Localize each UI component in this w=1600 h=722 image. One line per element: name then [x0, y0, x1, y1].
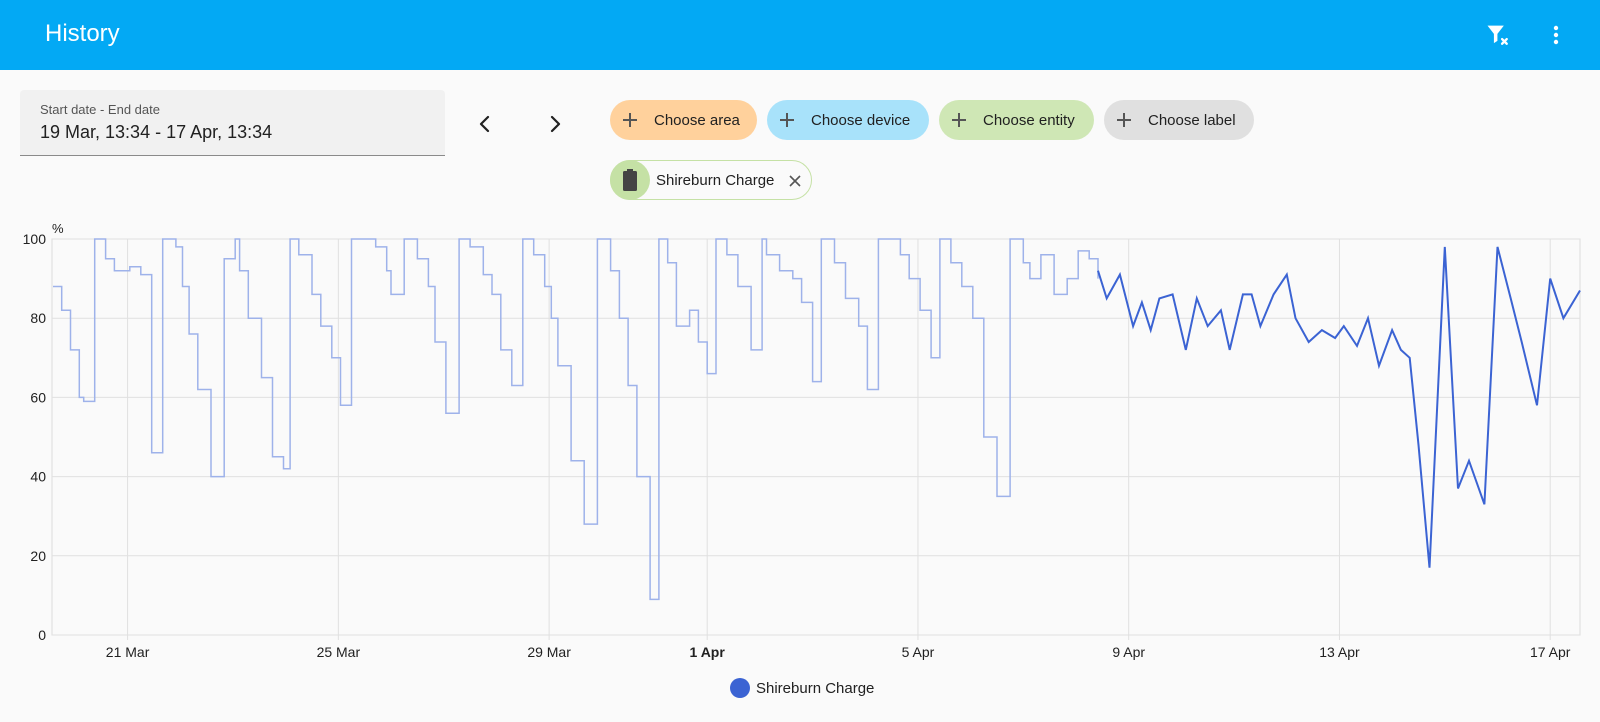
close-icon[interactable]	[787, 173, 803, 189]
date-range-value: 19 Mar, 13:34 - 17 Apr, 13:34	[40, 122, 273, 142]
x-tick-label: 25 Mar	[317, 644, 361, 660]
dots-vertical-icon[interactable]	[1538, 17, 1574, 53]
series-line-shireburn-charge	[53, 238, 1099, 601]
choose-area-label: Choose area	[654, 111, 740, 129]
chevron-left-icon	[479, 115, 490, 133]
plot-area-frame	[51, 238, 1581, 636]
series-line-shireburn-charge-longterm	[1097, 246, 1581, 568]
previous-period-button[interactable]	[465, 104, 505, 144]
y-tick-label: 80	[30, 310, 46, 326]
plus-icon	[620, 110, 640, 130]
history-chart-svg: 0 20 40 60 80 100% 21 Mar 25 Mar 29 Mar 1 Apr 5 Ap…	[23, 221, 1581, 660]
x-tick-label: 9 Apr	[1112, 644, 1145, 660]
choose-device-label: Choose device	[811, 111, 911, 129]
choose-entity-label: Choose entity	[983, 111, 1075, 129]
y-tick-label: 40	[30, 469, 46, 485]
chevron-right-icon	[550, 115, 561, 133]
x-tick-label: 13 Apr	[1319, 644, 1360, 660]
y-tick-label: 20	[30, 548, 46, 564]
choose-device-chip[interactable]: Choose device	[767, 100, 929, 140]
date-range-label: Start date - End date	[40, 102, 160, 117]
plus-icon	[777, 110, 797, 130]
y-tick-label: 60	[30, 389, 46, 405]
y-tick-label: 100	[23, 231, 47, 247]
choose-entity-chip[interactable]: Choose entity	[939, 100, 1094, 140]
history-chart: 0 20 40 60 80 100% 21 Mar 25 Mar 29 Mar 1 Apr 5 Ap…	[0, 215, 1600, 722]
plus-icon	[949, 110, 969, 130]
x-tick-label: 1 Apr	[690, 644, 726, 660]
date-range-picker[interactable]: Start date - End date 19 Mar, 13:34 - 17…	[20, 90, 445, 156]
page-title: History	[45, 20, 120, 47]
filter-remove-icon[interactable]	[1480, 17, 1516, 53]
selected-entity-chip[interactable]: Shireburn Charge	[610, 160, 812, 200]
choose-label-label: Choose label	[1148, 111, 1236, 129]
choose-area-chip[interactable]: Choose area	[610, 100, 757, 140]
x-tick-label: 29 Mar	[527, 644, 571, 660]
legend-color-swatch	[730, 678, 750, 698]
x-tick-label: 21 Mar	[106, 644, 150, 660]
legend-label: Shireburn Charge	[756, 679, 875, 697]
choose-label-chip[interactable]: Choose label	[1104, 100, 1254, 140]
plus-icon	[1114, 110, 1134, 130]
x-tick-label: 17 Apr	[1530, 644, 1571, 660]
y-tick-label: 0	[38, 627, 46, 643]
y-unit-label: %	[52, 221, 64, 236]
next-period-button[interactable]	[535, 104, 575, 144]
selected-entity-label: Shireburn Charge	[656, 171, 775, 189]
battery-icon	[610, 160, 650, 200]
app-bar: History	[0, 0, 1600, 70]
x-tick-label: 5 Apr	[902, 644, 935, 660]
chart-legend-item[interactable]: Shireburn Charge	[730, 678, 874, 698]
